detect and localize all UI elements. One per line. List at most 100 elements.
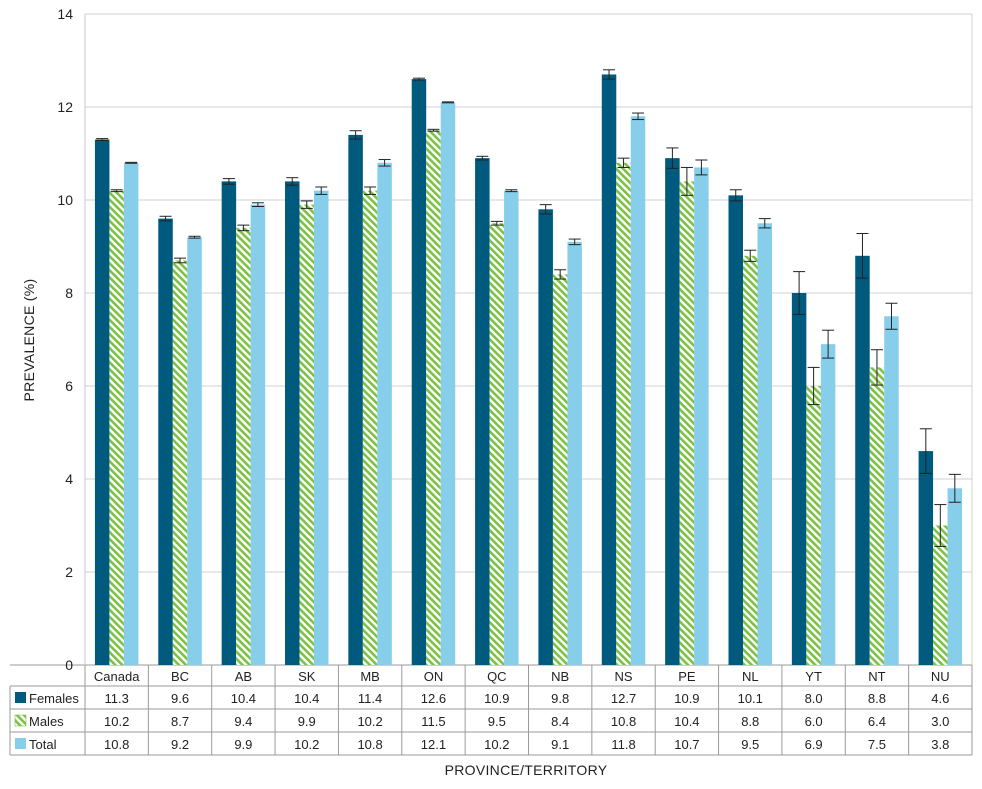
data-value: 9.2 <box>171 737 189 752</box>
bar-males-nt <box>869 367 885 665</box>
bar-females-pe <box>665 158 680 665</box>
data-value: 8.8 <box>868 691 886 706</box>
data-value: 11.5 <box>421 714 445 729</box>
bar-total-mb <box>377 162 392 666</box>
error-bar <box>188 235 201 239</box>
error-bar <box>315 186 328 195</box>
bar-females-qc <box>475 158 490 665</box>
bar-females-ab <box>221 181 237 665</box>
category-label: QC <box>487 669 507 684</box>
data-value: 10.2 <box>104 714 129 729</box>
gridlines <box>85 13 972 666</box>
error-bar <box>758 218 771 229</box>
category-label: NS <box>615 669 633 684</box>
error-bar <box>364 186 377 195</box>
error-bar <box>793 271 806 315</box>
error-bar <box>174 257 187 264</box>
category-label: YT <box>805 669 822 684</box>
axes: 0 2 4 6 8 10 12 14 <box>57 6 973 673</box>
error-bar <box>919 428 932 474</box>
error-bar <box>505 189 518 193</box>
data-value: 12.1 <box>421 737 446 752</box>
data-value: 11.4 <box>358 691 382 706</box>
y-tick-label: 12 <box>57 99 73 115</box>
error-bar <box>807 366 820 406</box>
category-label: NT <box>868 669 885 684</box>
category-label: Canada <box>94 669 140 684</box>
data-value: 3.8 <box>931 737 949 752</box>
bar-females-nu <box>918 451 934 665</box>
category-label: NB <box>551 669 569 684</box>
error-bar <box>237 224 250 232</box>
error-bar <box>251 202 264 208</box>
error-bar <box>286 177 299 186</box>
data-value: 10.4 <box>674 714 699 729</box>
bar-total-ns <box>630 116 646 666</box>
error-bar <box>554 269 567 280</box>
error-bar <box>476 155 489 161</box>
data-value: 3.0 <box>931 714 949 729</box>
bar-females-nt <box>855 255 870 666</box>
y-tick-label: 10 <box>57 192 73 208</box>
category-label: BC <box>171 669 189 684</box>
y-tick-label: 4 <box>65 471 73 487</box>
data-value: 8.4 <box>551 714 569 729</box>
y-tick-label: 2 <box>65 564 73 580</box>
error-bar <box>695 159 708 176</box>
data-value: 9.9 <box>234 737 252 752</box>
data-value: 6.4 <box>868 714 886 729</box>
bar-total-canada <box>123 162 139 666</box>
bar-males-canada <box>109 190 124 665</box>
bar-males-nl <box>743 255 758 666</box>
legend-label-total: Total <box>29 737 57 752</box>
bar-total-nl <box>757 223 772 665</box>
error-bar <box>822 329 835 359</box>
bar-females-bc <box>158 218 173 665</box>
error-bar <box>110 189 123 193</box>
data-value: 9.1 <box>551 737 569 752</box>
error-bar <box>729 189 742 202</box>
bar-total-sk <box>314 190 329 665</box>
error-bar <box>666 147 679 169</box>
bar-total-on <box>440 102 456 666</box>
data-value: 6.0 <box>805 714 823 729</box>
category-label: AB <box>235 669 252 684</box>
data-value: 10.9 <box>484 691 509 706</box>
category-label: SK <box>298 669 316 684</box>
bar-males-nu <box>933 525 948 665</box>
category-label: NL <box>742 669 759 684</box>
bar-males-on <box>426 130 441 665</box>
error-bar <box>948 473 961 503</box>
bar-females-on <box>411 79 427 666</box>
error-bar <box>603 69 616 80</box>
data-value: 10.2 <box>484 737 509 752</box>
data-value: 8.7 <box>171 714 189 729</box>
bar-males-qc <box>489 223 505 665</box>
error-bar <box>441 101 454 104</box>
bar-females-nl <box>728 195 743 665</box>
bar-total-nt <box>884 316 899 665</box>
error-bar <box>539 204 552 215</box>
data-value: 12.7 <box>611 691 636 706</box>
data-value: 9.6 <box>171 691 189 706</box>
legend-label-males: Males <box>29 714 64 729</box>
category-label: ON <box>424 669 444 684</box>
bar-females-mb <box>348 134 363 665</box>
bar-males-yt <box>806 386 821 665</box>
data-value: 8.8 <box>741 714 759 729</box>
data-value: 10.9 <box>674 691 699 706</box>
category-label: MB <box>360 669 380 684</box>
y-tick-label: 6 <box>65 378 73 394</box>
data-value: 9.8 <box>551 691 569 706</box>
data-value: 7.5 <box>868 737 886 752</box>
data-table: Canada BC AB SK MB ON QC NB NS PE NL YT NT NU Females 1… <box>9 664 973 756</box>
data-value: 10.2 <box>357 714 382 729</box>
data-value: 6.9 <box>805 737 823 752</box>
data-value: 9.5 <box>741 737 759 752</box>
data-value: 10.2 <box>294 737 319 752</box>
error-bar <box>96 138 109 141</box>
error-bar <box>870 349 883 386</box>
data-value: 10.4 <box>294 691 319 706</box>
category-label: NU <box>931 669 950 684</box>
